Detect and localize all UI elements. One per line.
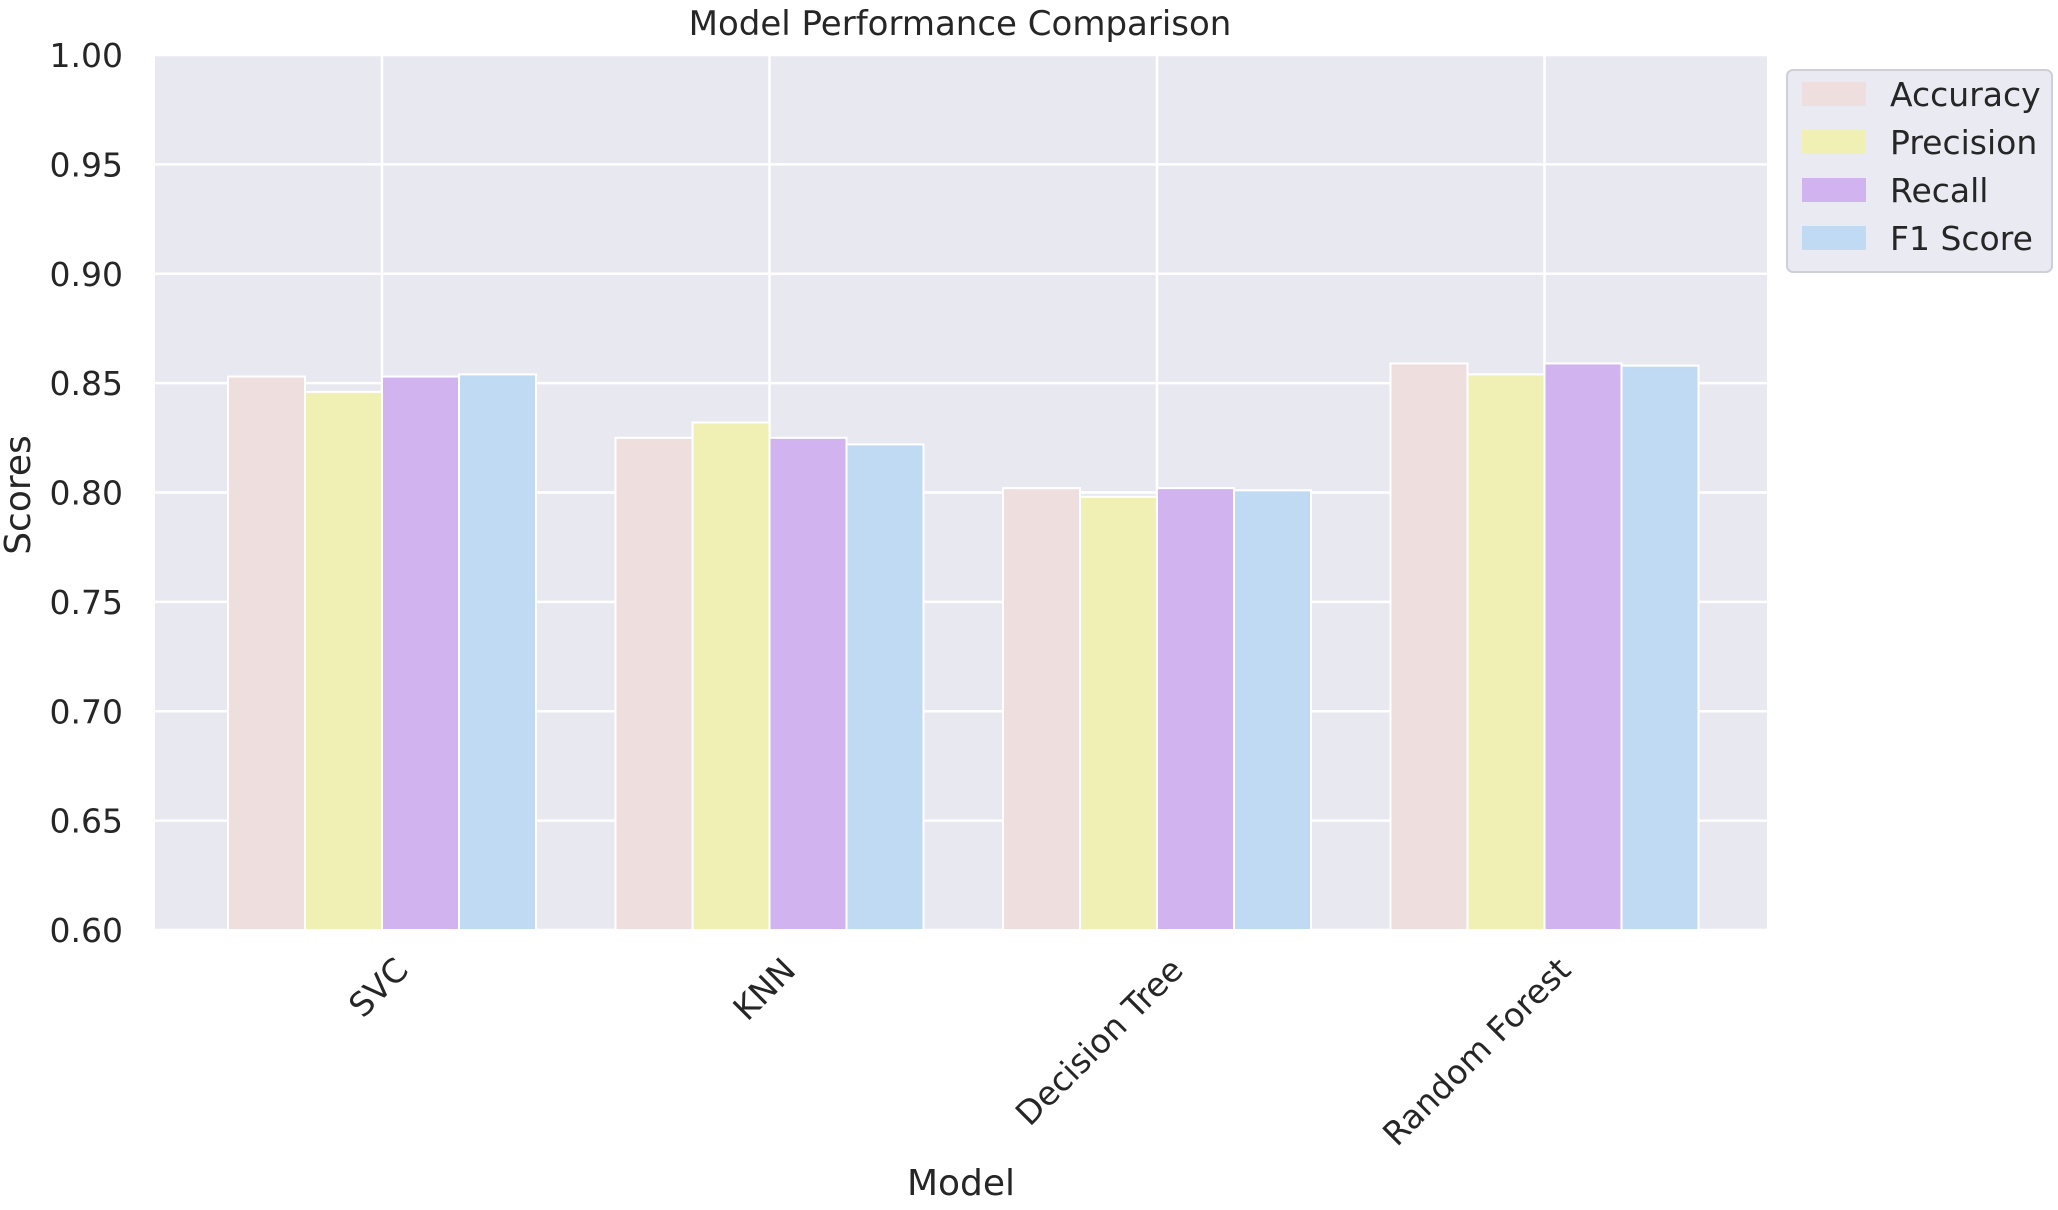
legend-swatch	[1802, 178, 1866, 202]
bar	[1233, 489, 1312, 931]
bar	[768, 436, 848, 931]
x-tick-label: KNN	[725, 950, 803, 1028]
legend-label: Precision	[1890, 123, 2037, 162]
chart-title: Model Performance Comparison	[689, 4, 1232, 44]
y-tick-label: 0.75	[50, 583, 123, 622]
y-tick-label: 0.65	[50, 802, 123, 841]
legend-label: F1 Score	[1890, 219, 2033, 258]
x-tick-labels: SVC KNN Decision Tree Random Forest	[341, 950, 1578, 1153]
bar	[1156, 487, 1235, 931]
bar	[227, 375, 306, 931]
y-tick-label: 0.90	[50, 255, 123, 294]
bar	[1389, 362, 1469, 931]
legend-swatch	[1802, 82, 1866, 106]
y-axis-label: Scores	[0, 435, 39, 555]
x-tick-label: Random Forest	[1375, 950, 1578, 1153]
bar	[381, 375, 460, 931]
y-tick-label: 0.70	[50, 692, 123, 731]
y-tick-label: 0.60	[50, 911, 123, 950]
bar	[1620, 364, 1700, 931]
y-tick-label: 0.85	[50, 364, 123, 403]
bar	[1466, 373, 1546, 931]
bar	[691, 421, 771, 931]
y-tick-label: 0.95	[50, 145, 123, 184]
bar	[1543, 362, 1623, 931]
legend-box	[1786, 69, 2053, 273]
legend-label: Recall	[1890, 171, 1988, 210]
x-tick-label: Decision Tree	[1008, 950, 1191, 1133]
bar	[458, 373, 537, 931]
bars	[227, 362, 1700, 931]
legend-swatch	[1802, 226, 1866, 250]
legend-label: Accuracy	[1890, 75, 2041, 114]
bar	[1002, 487, 1081, 931]
x-axis-label: Model	[907, 1163, 1015, 1204]
y-tick-label: 0.80	[50, 474, 123, 513]
x-tick-label: SVC	[341, 950, 416, 1025]
y-tick-label: 1.00	[50, 36, 123, 75]
legend-swatch	[1802, 130, 1866, 154]
bar	[845, 443, 925, 931]
bar	[614, 436, 694, 931]
legend: Accuracy Precision Recall F1 Score	[1786, 69, 2053, 273]
bar	[1079, 495, 1158, 931]
y-tick-labels: 0.60 0.65 0.70 0.75 0.80 0.85 0.90 0.95 1.00	[50, 36, 123, 950]
bar	[304, 390, 383, 931]
